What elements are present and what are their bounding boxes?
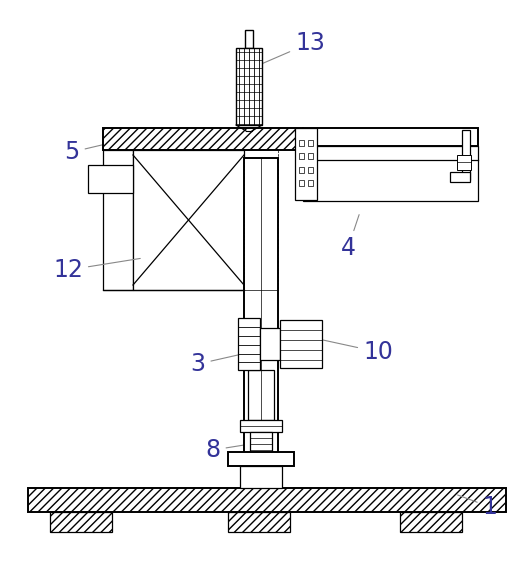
Text: 8: 8 <box>205 438 260 462</box>
Bar <box>250 432 272 452</box>
Bar <box>299 167 304 173</box>
Bar <box>299 153 304 159</box>
Bar <box>103 150 133 290</box>
Bar <box>88 165 133 193</box>
Bar <box>28 488 506 512</box>
Bar <box>308 140 313 146</box>
Bar <box>240 466 282 488</box>
Text: 4: 4 <box>340 215 359 260</box>
Bar <box>450 172 470 182</box>
Bar <box>457 155 471 170</box>
Bar <box>295 128 317 200</box>
Bar <box>50 512 112 532</box>
Bar <box>245 30 253 48</box>
Bar <box>228 452 294 466</box>
Bar <box>248 370 274 420</box>
Text: 3: 3 <box>190 351 257 376</box>
Bar <box>280 320 322 368</box>
Bar <box>238 318 260 370</box>
Bar <box>462 130 470 180</box>
Text: 5: 5 <box>64 136 137 164</box>
Bar <box>236 48 262 125</box>
Bar <box>240 420 282 432</box>
Bar <box>303 128 478 146</box>
Bar <box>303 146 478 201</box>
Bar <box>133 150 244 290</box>
Bar <box>308 153 313 159</box>
Bar <box>103 128 303 150</box>
Bar <box>308 180 313 186</box>
Bar <box>299 140 304 146</box>
Text: 1: 1 <box>458 495 497 519</box>
Bar <box>299 180 304 186</box>
Text: 10: 10 <box>303 336 393 364</box>
Bar <box>400 512 462 532</box>
Text: 13: 13 <box>254 31 325 67</box>
Text: 12: 12 <box>53 258 140 282</box>
Bar <box>244 158 278 470</box>
Bar <box>308 167 313 173</box>
Bar <box>260 328 280 360</box>
Bar <box>228 512 290 532</box>
